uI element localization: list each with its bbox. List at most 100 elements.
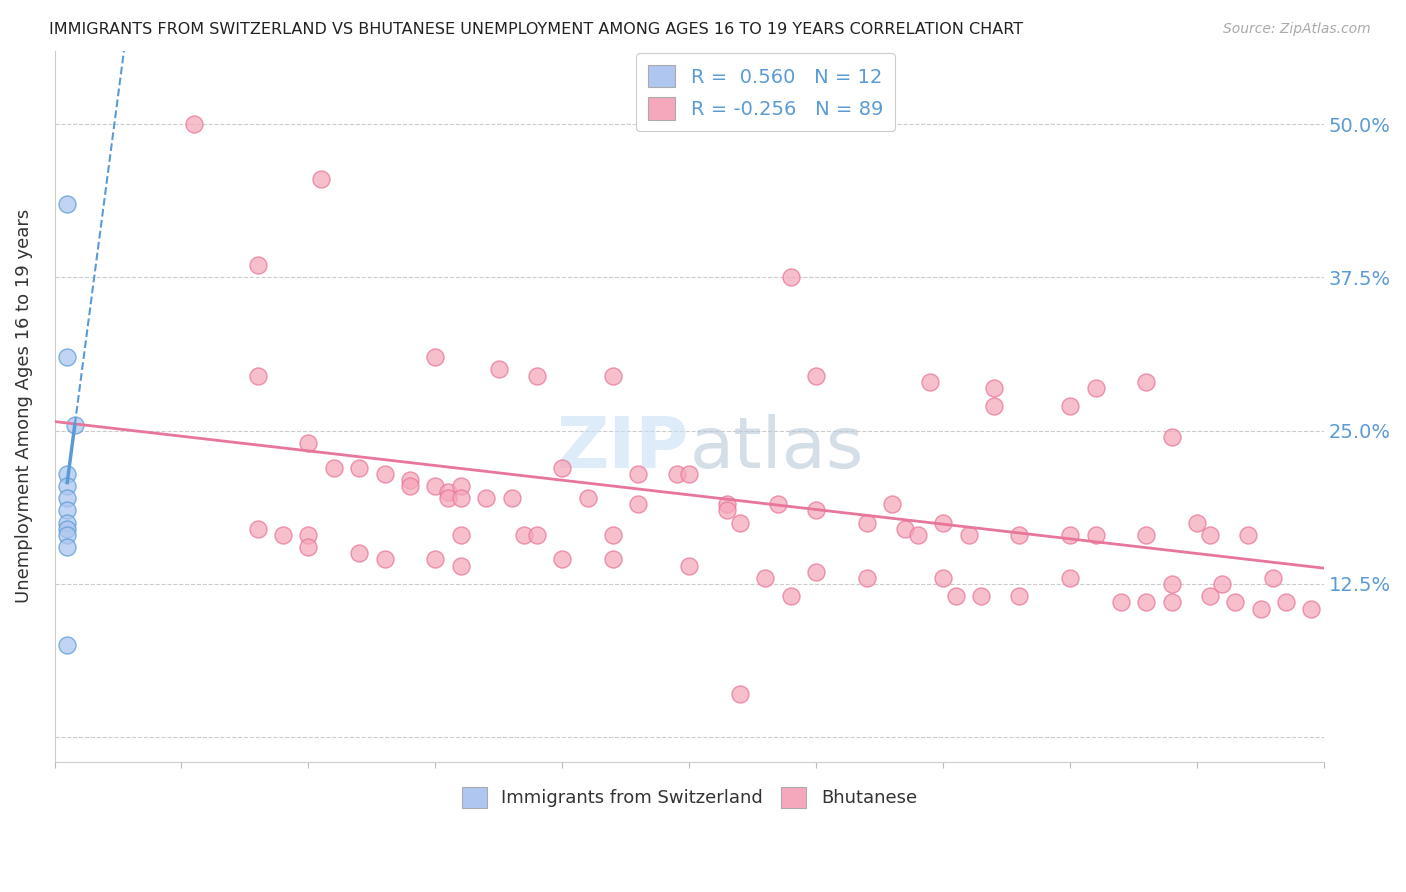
- Point: [754, 571, 776, 585]
- Point: [1109, 595, 1132, 609]
- Point: [1135, 528, 1157, 542]
- Point: [297, 528, 319, 542]
- Point: [1198, 528, 1220, 542]
- Point: [983, 381, 1005, 395]
- Legend: Immigrants from Switzerland, Bhutanese: Immigrants from Switzerland, Bhutanese: [453, 778, 927, 817]
- Point: [602, 528, 624, 542]
- Text: IMMIGRANTS FROM SWITZERLAND VS BHUTANESE UNEMPLOYMENT AMONG AGES 16 TO 19 YEARS : IMMIGRANTS FROM SWITZERLAND VS BHUTANESE…: [49, 22, 1024, 37]
- Point: [1084, 528, 1107, 542]
- Point: [806, 565, 828, 579]
- Point: [920, 375, 942, 389]
- Point: [894, 522, 917, 536]
- Text: atlas: atlas: [689, 415, 863, 483]
- Point: [56, 479, 79, 493]
- Point: [1185, 516, 1208, 530]
- Point: [665, 467, 688, 481]
- Point: [1237, 528, 1260, 542]
- Point: [1059, 399, 1081, 413]
- Point: [856, 571, 879, 585]
- Point: [1059, 571, 1081, 585]
- Point: [425, 479, 447, 493]
- Point: [183, 117, 205, 131]
- Point: [374, 467, 396, 481]
- Point: [1263, 571, 1285, 585]
- Point: [678, 558, 700, 573]
- Point: [513, 528, 536, 542]
- Point: [271, 528, 294, 542]
- Point: [576, 491, 599, 505]
- Point: [56, 491, 79, 505]
- Point: [450, 558, 472, 573]
- Point: [63, 417, 86, 432]
- Point: [602, 552, 624, 566]
- Point: [437, 485, 460, 500]
- Point: [1135, 595, 1157, 609]
- Point: [56, 516, 79, 530]
- Point: [806, 503, 828, 517]
- Text: Source: ZipAtlas.com: Source: ZipAtlas.com: [1223, 22, 1371, 37]
- Point: [322, 460, 344, 475]
- Point: [1211, 577, 1233, 591]
- Point: [716, 497, 738, 511]
- Point: [728, 516, 751, 530]
- Point: [1008, 528, 1031, 542]
- Point: [425, 350, 447, 364]
- Point: [806, 368, 828, 383]
- Point: [56, 467, 79, 481]
- Point: [399, 473, 422, 487]
- Point: [425, 552, 447, 566]
- Point: [856, 516, 879, 530]
- Point: [450, 491, 472, 505]
- Point: [526, 528, 548, 542]
- Point: [475, 491, 498, 505]
- Point: [347, 460, 370, 475]
- Point: [56, 197, 79, 211]
- Point: [1160, 430, 1182, 444]
- Point: [246, 258, 269, 272]
- Point: [56, 522, 79, 536]
- Point: [1275, 595, 1298, 609]
- Point: [1160, 577, 1182, 591]
- Point: [56, 540, 79, 554]
- Point: [347, 546, 370, 560]
- Point: [399, 479, 422, 493]
- Point: [779, 589, 801, 603]
- Point: [551, 552, 574, 566]
- Point: [907, 528, 929, 542]
- Point: [983, 399, 1005, 413]
- Point: [488, 362, 510, 376]
- Point: [1160, 595, 1182, 609]
- Point: [602, 368, 624, 383]
- Point: [1059, 528, 1081, 542]
- Point: [945, 589, 967, 603]
- Point: [551, 460, 574, 475]
- Point: [932, 571, 955, 585]
- Point: [779, 270, 801, 285]
- Point: [56, 638, 79, 652]
- Point: [297, 540, 319, 554]
- Point: [297, 436, 319, 450]
- Point: [957, 528, 980, 542]
- Y-axis label: Unemployment Among Ages 16 to 19 years: Unemployment Among Ages 16 to 19 years: [15, 209, 32, 603]
- Point: [450, 528, 472, 542]
- Point: [309, 172, 332, 186]
- Point: [56, 528, 79, 542]
- Point: [1084, 381, 1107, 395]
- Point: [501, 491, 523, 505]
- Point: [970, 589, 993, 603]
- Point: [627, 467, 650, 481]
- Point: [882, 497, 904, 511]
- Point: [1008, 589, 1031, 603]
- Point: [1135, 375, 1157, 389]
- Point: [716, 503, 738, 517]
- Point: [1223, 595, 1246, 609]
- Point: [932, 516, 955, 530]
- Point: [374, 552, 396, 566]
- Point: [766, 497, 789, 511]
- Point: [1301, 601, 1323, 615]
- Point: [437, 491, 460, 505]
- Point: [1198, 589, 1220, 603]
- Point: [678, 467, 700, 481]
- Point: [246, 368, 269, 383]
- Point: [627, 497, 650, 511]
